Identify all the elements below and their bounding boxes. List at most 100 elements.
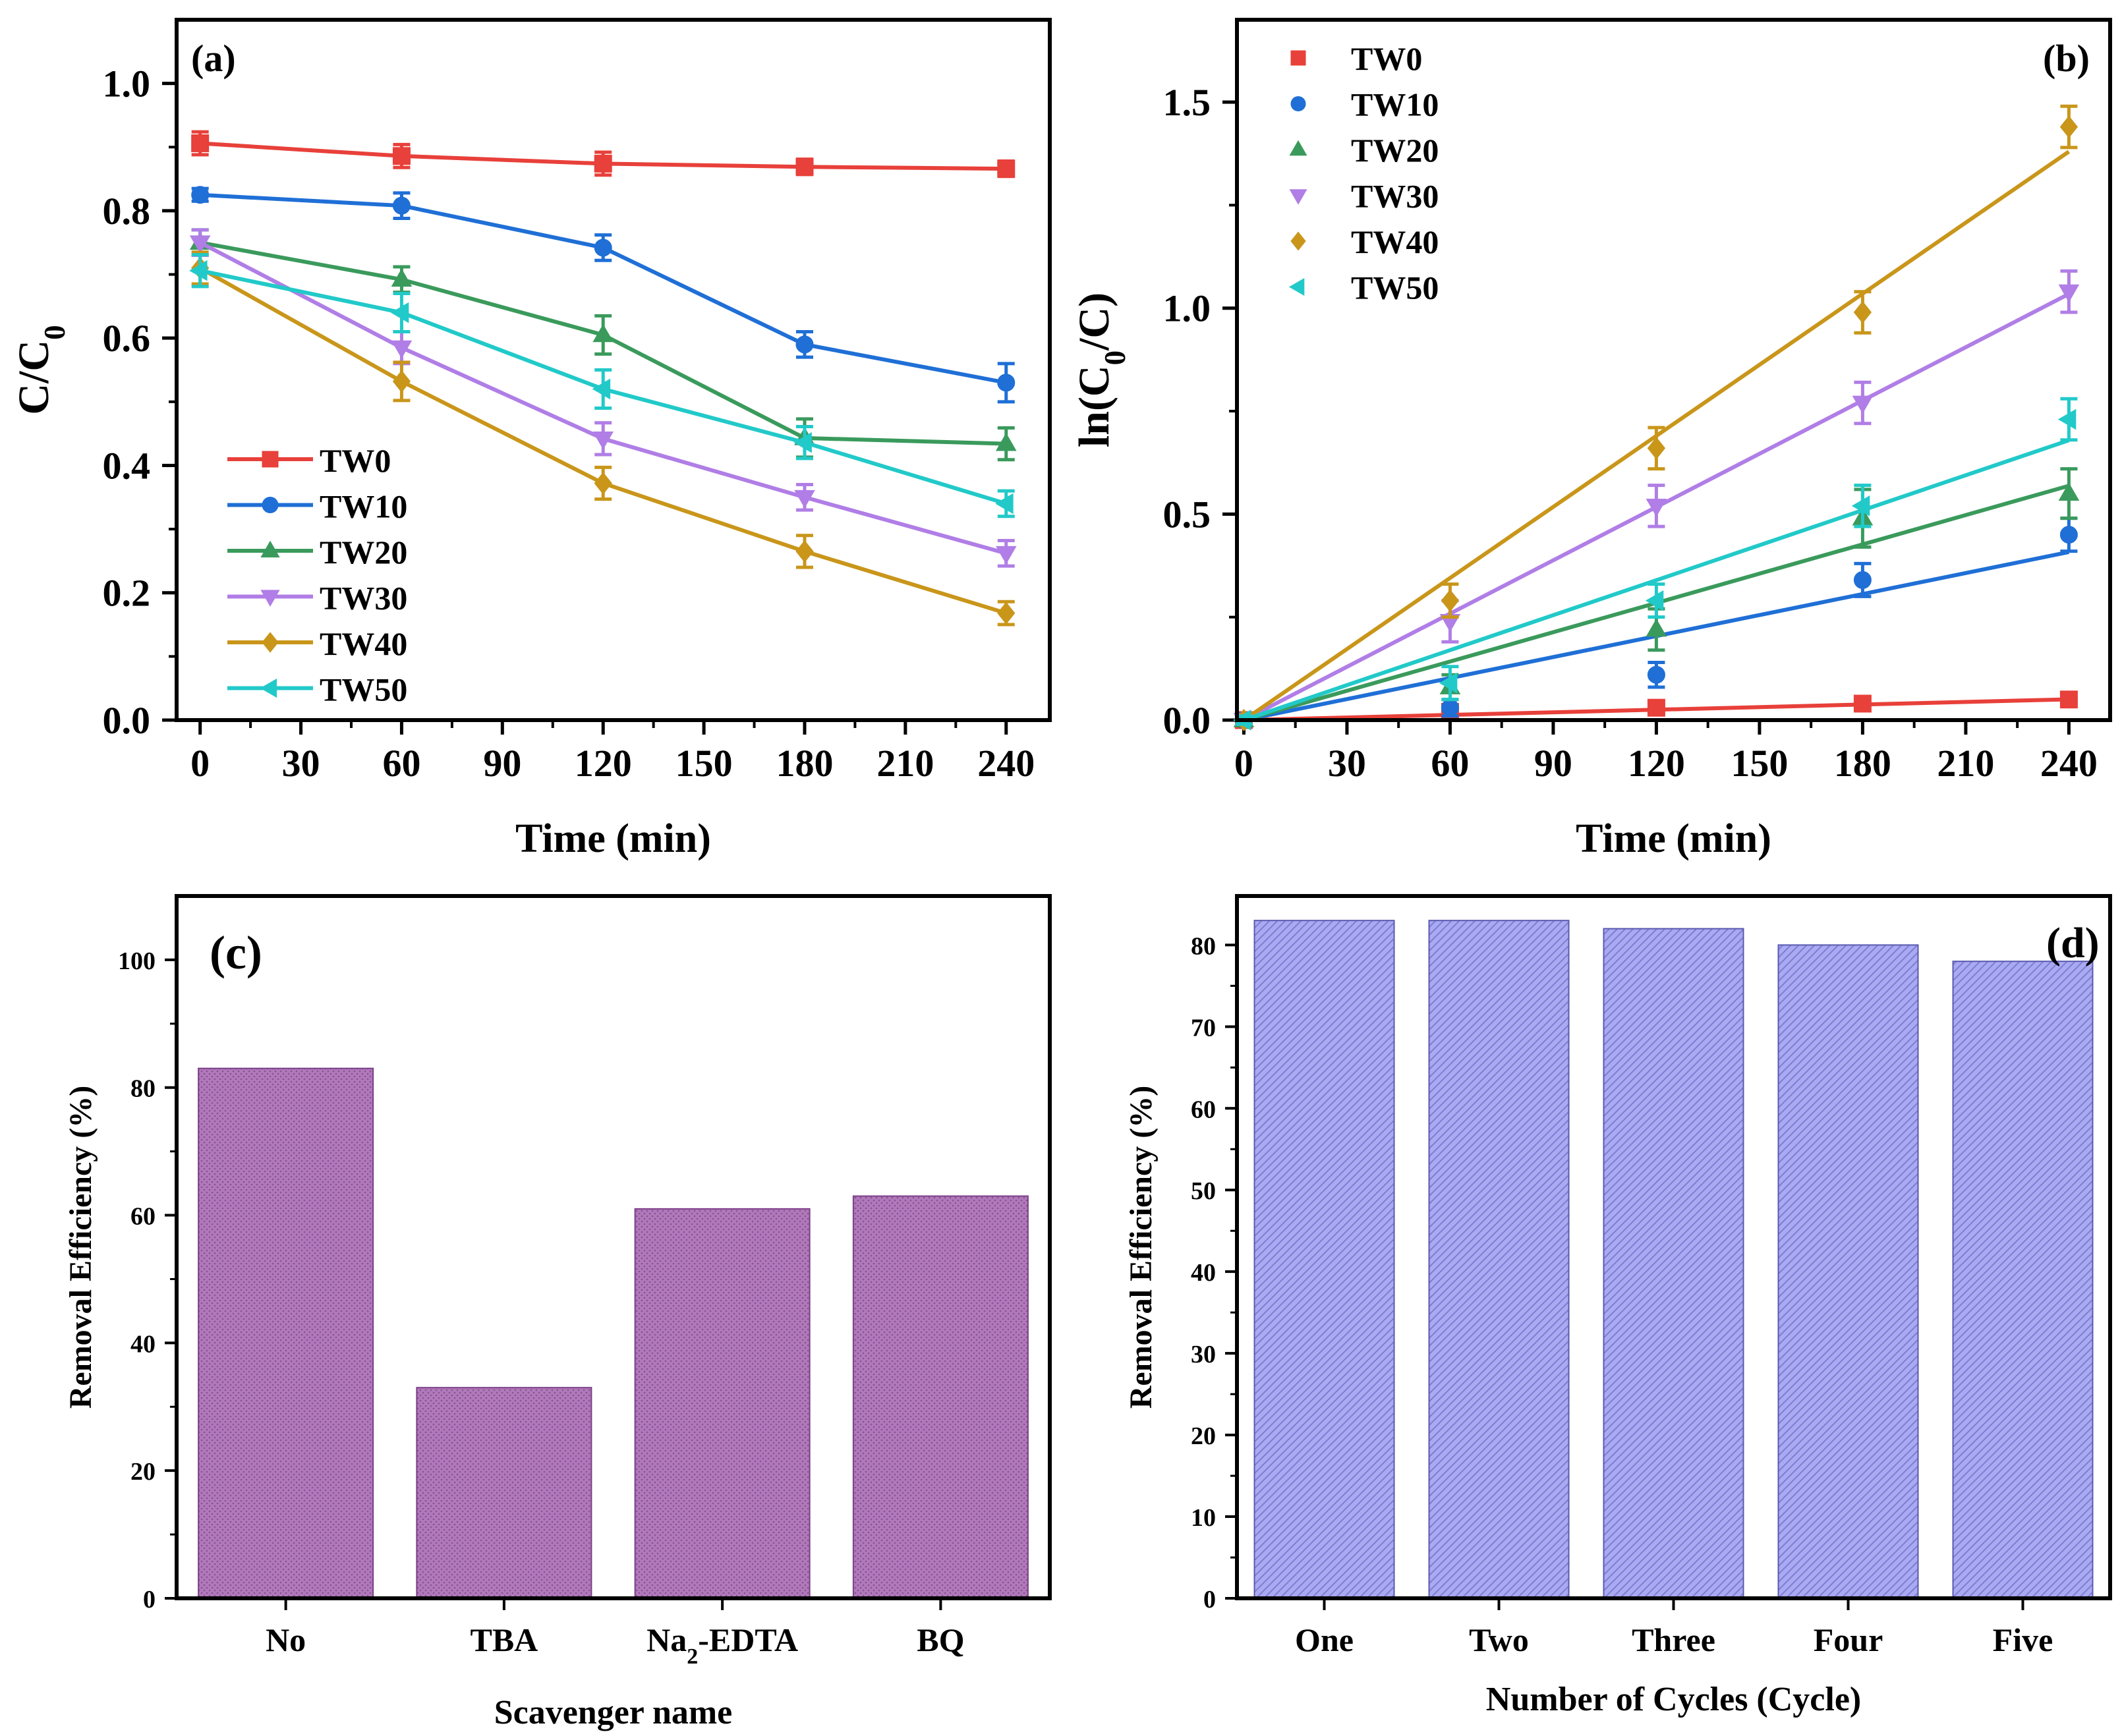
y-tick-label-b: 1.5 bbox=[1163, 81, 1211, 124]
y-axis-label-b: ln(C0/C) bbox=[1070, 293, 1132, 447]
series-a-tw30 bbox=[189, 228, 1017, 568]
x-tick-label-a: 0 bbox=[190, 742, 210, 785]
x-tick-label-b: 180 bbox=[1834, 742, 1891, 785]
y-axis-label-b-part: 0 bbox=[1099, 350, 1132, 366]
bar bbox=[1952, 961, 2094, 1600]
y-axis-label-d: Removal Efficiency (%) bbox=[1124, 1086, 1159, 1409]
bar bbox=[852, 1195, 1029, 1600]
x-tick-label-c-part: Na bbox=[646, 1621, 687, 1658]
data-point bbox=[592, 378, 611, 400]
x-tick-label-d: One bbox=[1295, 1621, 1354, 1658]
legend-marker bbox=[1289, 189, 1307, 205]
data-point bbox=[995, 546, 1017, 565]
bar bbox=[198, 1067, 374, 1599]
y-tick-label-c: 80 bbox=[130, 1075, 156, 1103]
y-tick-label-a: 0.2 bbox=[103, 572, 151, 615]
data-point bbox=[794, 490, 815, 509]
data-point bbox=[1645, 590, 1664, 611]
data-point bbox=[1851, 495, 1870, 517]
y-axis-label-b-part: /C) bbox=[1070, 293, 1118, 351]
y-axis-label-a: C/C0 bbox=[10, 325, 71, 414]
y-tick-label-a: 0.8 bbox=[103, 190, 151, 233]
legend-label: TW10 bbox=[320, 488, 407, 525]
data-point bbox=[392, 147, 411, 165]
bar bbox=[416, 1387, 592, 1599]
plot-frame-b bbox=[1235, 18, 2112, 722]
data-point bbox=[189, 235, 211, 254]
y-axis-label-c: Removal Efficiency (%) bbox=[63, 1086, 98, 1409]
legend-a: TW0 TW10 TW20 TW30 TW40 TW50 bbox=[227, 442, 407, 708]
legend-marker bbox=[260, 540, 280, 558]
data-point bbox=[795, 157, 814, 176]
y-tick-label-d: 0 bbox=[1203, 1586, 1216, 1613]
y-tick-label-a: 0.0 bbox=[103, 699, 151, 742]
x-tick-label-b: 0 bbox=[1234, 742, 1253, 785]
x-tick-label-d: Five bbox=[1993, 1621, 2053, 1658]
panel-label-b: (b) bbox=[2043, 37, 2090, 80]
legend-marker bbox=[262, 632, 279, 653]
data-point bbox=[2059, 115, 2079, 138]
x-tick-label-c: No bbox=[266, 1621, 306, 1658]
legend-marker bbox=[1290, 96, 1306, 111]
x-tick-label-b: 120 bbox=[1628, 742, 1685, 785]
bar bbox=[1253, 920, 1395, 1599]
data-point bbox=[594, 238, 612, 257]
y-axis-label-a-part: 0 bbox=[38, 325, 71, 340]
data-point bbox=[594, 154, 612, 173]
bar bbox=[634, 1208, 811, 1599]
panel-c: No TBA Na2-EDTA BQ 0 20 40 60 80 100 Removal Effic… bbox=[63, 894, 1052, 1731]
bar bbox=[1603, 928, 1744, 1599]
x-axis-label-c: Scavenger name bbox=[494, 1694, 733, 1731]
data-point bbox=[1441, 698, 1459, 717]
y-axis-label-a-part: C/C bbox=[10, 340, 58, 415]
y-tick-label-a: 0.6 bbox=[103, 317, 151, 360]
data-point bbox=[1853, 571, 1872, 589]
x-axis-label-b: Time (min) bbox=[1576, 816, 1771, 861]
legend-label: TW10 bbox=[1351, 86, 1439, 123]
data-point bbox=[1646, 618, 1667, 637]
data-point bbox=[995, 493, 1014, 515]
data-point bbox=[997, 159, 1016, 178]
y-tick-label-b: 1.0 bbox=[1163, 287, 1211, 330]
plot-frame-d bbox=[1235, 894, 2112, 1600]
data-point bbox=[592, 323, 614, 343]
y-tick-label-a: 1.0 bbox=[103, 63, 151, 105]
data-point bbox=[997, 374, 1016, 392]
bar bbox=[1428, 920, 1570, 1599]
data-point bbox=[2059, 526, 2078, 544]
x-tick-label-c: BQ bbox=[917, 1621, 964, 1658]
legend-b: TW0 TW10 TW20 TW30 TW40 TW50 bbox=[1288, 40, 1439, 306]
x-tick-label-b: 90 bbox=[1534, 742, 1572, 785]
data-point bbox=[995, 432, 1017, 451]
data-point bbox=[594, 472, 612, 495]
series-a-tw10 bbox=[191, 186, 1016, 404]
data-point bbox=[391, 268, 413, 287]
x-tick-label-d: Four bbox=[1814, 1621, 1883, 1658]
legend-marker bbox=[1290, 231, 1306, 251]
data-point bbox=[795, 335, 814, 354]
data-point bbox=[1647, 665, 1665, 684]
series-b-tw50 bbox=[1232, 397, 2078, 731]
data-point bbox=[191, 134, 210, 152]
y-tick-label-d: 30 bbox=[1191, 1341, 1216, 1368]
fit-line bbox=[1243, 438, 2070, 722]
y-tick-label-c: 60 bbox=[130, 1203, 156, 1231]
y-tick-label-c: 100 bbox=[118, 947, 156, 975]
data-point bbox=[2057, 408, 2077, 430]
x-tick-label-a: 60 bbox=[382, 742, 420, 785]
plot-frame-a bbox=[175, 18, 1052, 722]
legend-label: TW0 bbox=[320, 442, 391, 479]
legend-label: TW0 bbox=[1351, 40, 1422, 77]
x-tick-label-c: Na2-EDTA bbox=[646, 1621, 798, 1669]
x-axis-label-a: Time (min) bbox=[515, 816, 711, 861]
plot-frame-c bbox=[175, 894, 1052, 1600]
legend-marker bbox=[260, 590, 280, 607]
data-point bbox=[1441, 589, 1460, 612]
y-tick-label-c: 0 bbox=[143, 1586, 156, 1613]
data-point bbox=[392, 370, 411, 393]
data-point bbox=[390, 302, 409, 323]
y-tick-label-c: 40 bbox=[130, 1330, 156, 1358]
panel-a: 0 30 60 90 120 150 180 210 240 0.0 0.2 0.4 0.6 0.8 1.0… bbox=[10, 18, 1052, 861]
x-tick-label-c-part: -EDTA bbox=[698, 1621, 798, 1658]
